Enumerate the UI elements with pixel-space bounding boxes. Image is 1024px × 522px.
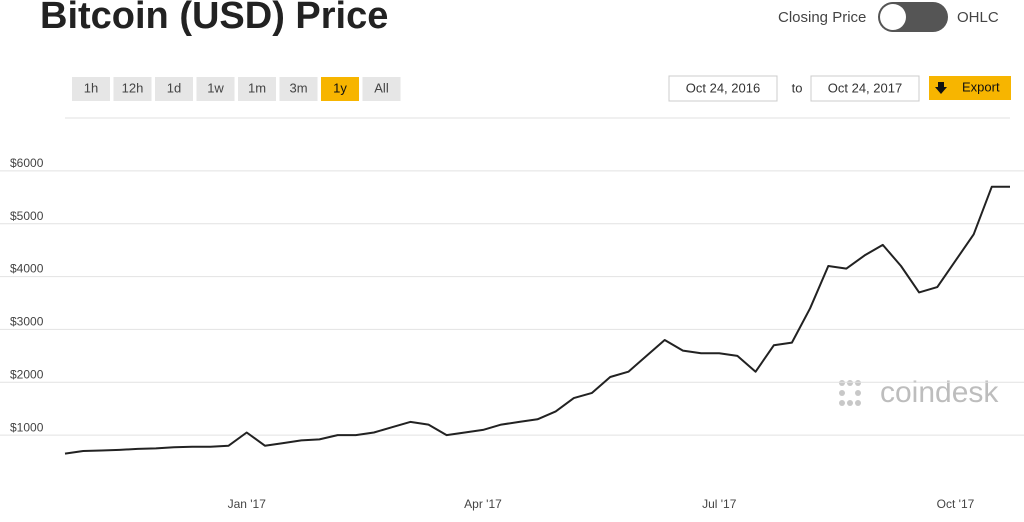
range-label: 1w <box>207 80 224 95</box>
range-button[interactable] <box>238 77 276 101</box>
range-label: 1h <box>84 80 98 95</box>
toggle-knob <box>880 4 906 30</box>
date-to: Oct 24, 2017 <box>828 80 902 95</box>
chart-title: Bitcoin (USD) Price <box>40 0 388 37</box>
x-tick-label: Jan '17 <box>228 497 267 511</box>
toggle-left-label: Closing Price <box>778 9 866 26</box>
date-from: Oct 24, 2016 <box>686 80 760 95</box>
y-tick-label: $2000 <box>10 367 44 381</box>
range-label: 3m <box>289 80 307 95</box>
range-label: 1y <box>333 80 347 95</box>
date-to-box[interactable] <box>810 75 920 102</box>
y-tick-label: $4000 <box>10 262 44 276</box>
y-tick-label: $6000 <box>10 156 44 170</box>
x-tick-label: Apr '17 <box>464 497 502 511</box>
range-button[interactable] <box>113 77 152 101</box>
y-tick-label: $5000 <box>10 209 44 223</box>
range-button[interactable] <box>362 77 401 101</box>
watermark-logo <box>839 380 861 406</box>
range-button[interactable] <box>321 77 359 101</box>
range-button[interactable] <box>155 77 193 101</box>
range-button[interactable] <box>279 77 318 101</box>
range-label: All <box>374 80 389 95</box>
y-tick-label: $3000 <box>10 315 44 329</box>
export-icon <box>935 82 947 94</box>
range-label: 1m <box>248 80 266 95</box>
date-from-box[interactable] <box>668 75 778 102</box>
date-to-label: to <box>792 80 803 95</box>
price-line <box>64 185 1010 455</box>
toggle-right-label: OHLC <box>957 9 999 26</box>
range-label: 12h <box>122 80 144 95</box>
export-label: Export <box>962 79 1000 94</box>
x-tick-label: Oct '17 <box>937 497 975 511</box>
x-tick-label: Jul '17 <box>702 497 737 511</box>
y-tick-label: $1000 <box>10 420 44 434</box>
range-button[interactable] <box>72 77 110 101</box>
range-label: 1d <box>167 80 181 95</box>
watermark: coindesk <box>880 376 999 409</box>
range-button[interactable] <box>196 77 235 101</box>
